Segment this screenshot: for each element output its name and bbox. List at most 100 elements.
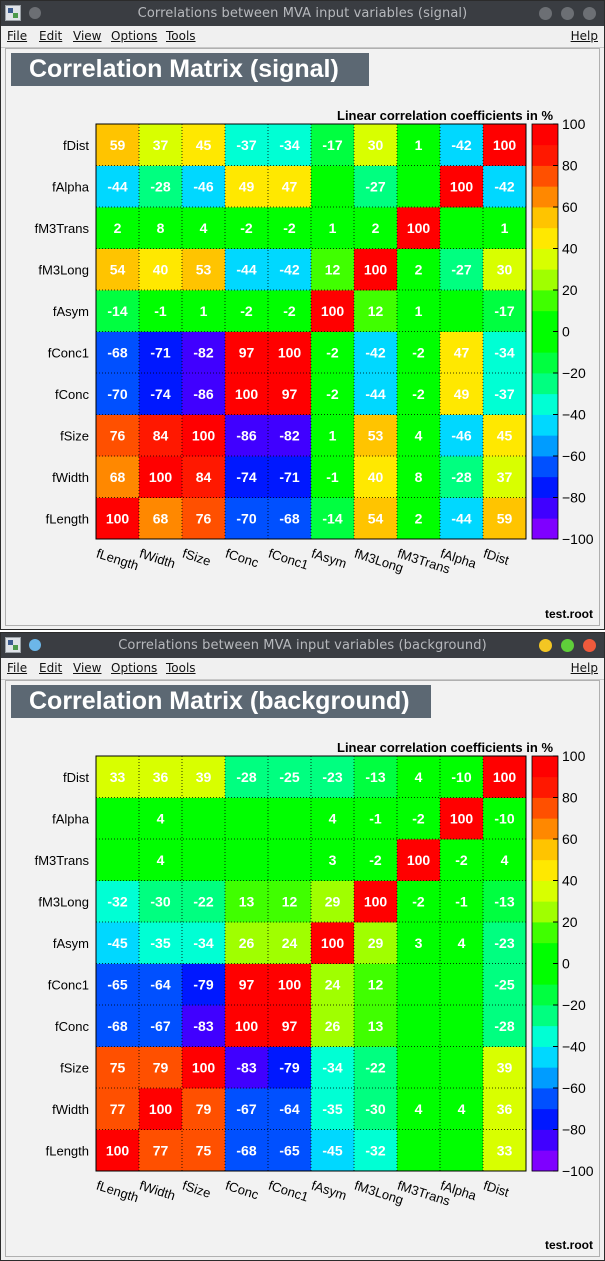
cell-value-label: -79	[279, 1059, 299, 1075]
matrix-cell	[440, 414, 484, 457]
cell-value-label: 79	[153, 1059, 169, 1075]
matrix-cell	[225, 1088, 269, 1130]
y-tick-label: fAlpha	[52, 811, 90, 826]
menu-help[interactable]: Help	[571, 29, 598, 43]
chart-title: Linear correlation coefficients in %	[337, 740, 553, 755]
cell-value-label: 4	[458, 1101, 466, 1117]
matrix-cell	[96, 373, 140, 415]
minimize-icon[interactable]	[539, 7, 552, 20]
window-titlebar[interactable]: Correlations between MVA input variables…	[1, 633, 604, 658]
plot-canvas[interactable]: Correlation Matrix (signal) Linear corre…	[5, 48, 600, 626]
colorbar-tick-label: 40	[562, 873, 578, 889]
matrix-cell	[268, 373, 312, 415]
minimize-icon[interactable]	[539, 639, 552, 652]
cell-value-label: -2	[283, 303, 296, 319]
matrix-cell	[96, 165, 140, 208]
matrix-cell	[96, 248, 140, 291]
cell-value-label: 53	[368, 427, 384, 443]
maximize-icon[interactable]	[561, 639, 574, 652]
cell-value-label: -2	[240, 220, 253, 236]
x-tick-label: fConc1	[267, 1178, 311, 1205]
menu-tools[interactable]: Tools	[166, 661, 196, 675]
matrix-cell	[139, 456, 183, 498]
cell-value-label: -82	[193, 344, 213, 360]
matrix-cell	[139, 124, 183, 166]
colorbar-tick-label: −40	[562, 407, 586, 423]
menu-file[interactable]: File	[7, 29, 27, 43]
cell-value-label: 54	[110, 261, 126, 277]
cell-value-label: 59	[110, 137, 126, 153]
matrix-cell	[268, 165, 312, 208]
cell-value-label: 8	[157, 220, 165, 236]
cell-value-label: -1	[326, 469, 339, 485]
matrix-cell	[354, 207, 398, 249]
colorbar-tick-label: 20	[562, 914, 578, 930]
matrix-cell	[483, 414, 527, 457]
cell-value-label: -2	[369, 852, 382, 868]
menu-edit[interactable]: Edit	[39, 661, 62, 675]
root-canvas-icon[interactable]	[5, 5, 21, 21]
matrix-cell	[311, 290, 355, 332]
cell-value-label: 100	[364, 261, 388, 277]
matrix-cell	[182, 414, 226, 457]
menu-file[interactable]: File	[7, 661, 27, 675]
cell-value-label: 53	[196, 261, 212, 277]
menu-view[interactable]: View	[73, 661, 101, 675]
x-tick-label: fConc1	[267, 546, 311, 573]
matrix-cell	[440, 207, 484, 249]
matrix-cell	[354, 248, 398, 291]
colorbar-segment	[532, 373, 558, 395]
matrix-cell	[182, 1046, 226, 1089]
root-canvas-icon[interactable]	[5, 637, 21, 653]
matrix-cell	[397, 963, 441, 1006]
cell-value-label: 4	[329, 810, 337, 826]
matrix-cell	[354, 797, 398, 840]
matrix-cell	[354, 756, 398, 798]
x-tick-label: fDist	[482, 1178, 512, 1200]
maximize-icon[interactable]	[561, 7, 574, 20]
colorbar-segment	[532, 476, 558, 498]
cell-value-label: -10	[451, 769, 471, 785]
cell-value-label: -68	[107, 344, 127, 360]
close-icon[interactable]	[583, 7, 596, 20]
matrix-cell	[268, 207, 312, 249]
colorbar-tick-label: −40	[562, 1039, 586, 1055]
menu-tools[interactable]: Tools	[166, 29, 196, 43]
close-icon[interactable]	[583, 639, 596, 652]
cell-value-label: 100	[235, 386, 259, 402]
cell-value-label: 1	[415, 303, 423, 319]
menu-help[interactable]: Help	[571, 661, 598, 675]
matrix-cell	[483, 1046, 527, 1089]
sticky-pin-icon[interactable]	[29, 639, 41, 651]
colorbar-segment	[532, 922, 558, 944]
matrix-cell	[311, 456, 355, 498]
menu-edit[interactable]: Edit	[39, 29, 62, 43]
x-tick-label: fAsym	[310, 1178, 349, 1203]
cell-value-label: 24	[325, 976, 341, 992]
y-tick-label: fLength	[46, 511, 89, 526]
cell-value-label: -27	[451, 261, 471, 277]
matrix-cell	[397, 414, 441, 457]
cell-value-label: 1	[329, 220, 337, 236]
y-tick-label: fM3Trans	[35, 221, 90, 236]
colorbar-segment	[532, 1088, 558, 1110]
cell-value-label: -30	[150, 893, 170, 909]
plot-canvas[interactable]: Correlation Matrix (background) Linear c…	[5, 680, 600, 1257]
cell-value-label: -42	[279, 261, 299, 277]
sticky-pin-icon[interactable]	[29, 7, 41, 19]
menu-options[interactable]: Options	[111, 29, 157, 43]
chart-title: Linear correlation coefficients in %	[337, 108, 553, 123]
matrix-cell	[483, 1005, 527, 1047]
cell-value-label: -2	[455, 852, 468, 868]
cell-value-label: -44	[451, 510, 471, 526]
cell-value-label: -44	[107, 178, 127, 194]
cell-value-label: 2	[415, 510, 423, 526]
menu-options[interactable]: Options	[111, 661, 157, 675]
window-titlebar[interactable]: Correlations between MVA input variables…	[1, 1, 604, 26]
menu-view[interactable]: View	[73, 29, 101, 43]
cell-value-label: -2	[412, 344, 425, 360]
correlation-matrix-signal[interactable]: Linear correlation coefficients in % 100 6…	[6, 49, 601, 627]
correlation-matrix-background[interactable]: Linear correlation coefficients in % 100 7…	[6, 681, 601, 1258]
matrix-cell	[182, 797, 226, 840]
matrix-cell	[397, 290, 441, 332]
